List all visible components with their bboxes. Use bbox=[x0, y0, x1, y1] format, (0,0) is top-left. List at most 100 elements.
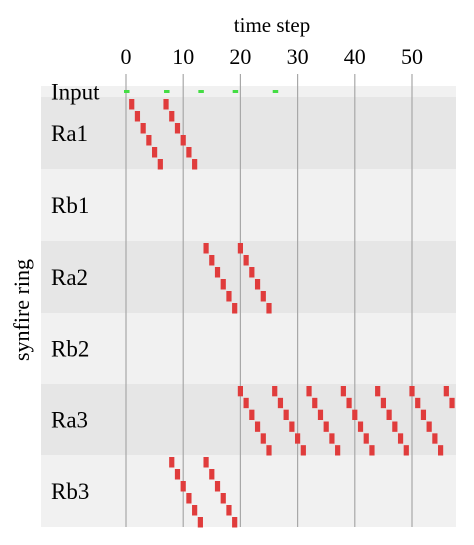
ring-spike-ra1 bbox=[157, 159, 163, 170]
ring-spike-ra3 bbox=[272, 386, 278, 397]
ring-spike-ra3 bbox=[415, 397, 421, 409]
row-band-ra3 bbox=[41, 384, 456, 455]
ring-spike-ra3 bbox=[380, 397, 386, 409]
ring-spike-ra3 bbox=[243, 397, 249, 409]
ring-spike-ra2 bbox=[237, 243, 243, 254]
row-label-ra1: Ra1 bbox=[51, 121, 88, 146]
ring-spike-ra3 bbox=[426, 421, 432, 432]
ring-spike-rb3 bbox=[186, 493, 192, 504]
ring-spike-ra3 bbox=[403, 445, 409, 456]
ring-spike-ra1 bbox=[180, 135, 186, 146]
x-tick-label-0: 0 bbox=[121, 44, 132, 69]
ring-spike-ra3 bbox=[449, 397, 455, 409]
ring-spike-ra2 bbox=[266, 303, 272, 314]
ring-spike-rb3 bbox=[180, 481, 186, 492]
ring-spike-ra2 bbox=[203, 243, 209, 254]
ring-spike-ra3 bbox=[283, 409, 289, 420]
ring-spike-rb3 bbox=[214, 481, 221, 492]
ring-spike-ra2 bbox=[214, 267, 221, 278]
ring-spike-ra1 bbox=[134, 111, 141, 122]
ring-spike-ra3 bbox=[375, 386, 381, 397]
row-label-input: Input bbox=[51, 80, 100, 105]
input-spike bbox=[198, 90, 204, 93]
ring-spike-ra3 bbox=[237, 386, 243, 397]
ring-spike-ra3 bbox=[317, 409, 324, 420]
ring-spike-ra3 bbox=[386, 409, 392, 420]
ring-spike-ra3 bbox=[392, 421, 398, 432]
ring-spike-rb3 bbox=[209, 469, 215, 480]
ring-spike-ra1 bbox=[140, 123, 146, 134]
ring-spike-rb3 bbox=[226, 505, 232, 516]
row-band-rb3 bbox=[41, 455, 456, 527]
ring-spike-ra3 bbox=[335, 445, 341, 456]
ring-spike-ra3 bbox=[300, 445, 306, 456]
ring-spike-ra2 bbox=[254, 279, 261, 290]
ring-spike-ra3 bbox=[312, 397, 318, 409]
ring-spike-ra3 bbox=[369, 445, 375, 456]
row-label-rb2: Rb2 bbox=[51, 337, 89, 362]
ring-spike-ra2 bbox=[243, 255, 249, 266]
ring-spike-ra2 bbox=[232, 303, 238, 314]
ring-spike-ra1 bbox=[163, 99, 169, 110]
ring-spike-rb3 bbox=[169, 457, 175, 468]
ring-spike-ra3 bbox=[249, 409, 255, 420]
ring-spike-ra3 bbox=[289, 421, 295, 432]
ring-spike-ra3 bbox=[409, 386, 415, 397]
ring-spike-rb3 bbox=[232, 517, 238, 528]
ring-spike-ra1 bbox=[152, 147, 158, 158]
ring-spike-rb3 bbox=[203, 457, 209, 468]
ring-spike-rb3 bbox=[174, 469, 181, 480]
ring-spike-ra3 bbox=[340, 386, 346, 397]
ring-spike-ra1 bbox=[192, 159, 198, 170]
ring-spike-rb3 bbox=[220, 493, 226, 504]
x-tick-label-50: 50 bbox=[401, 44, 423, 69]
ring-spike-ra3 bbox=[295, 433, 301, 444]
ring-spike-ra3 bbox=[346, 397, 352, 409]
ring-spike-ra3 bbox=[266, 445, 272, 456]
row-bands bbox=[41, 86, 456, 527]
ring-spike-ra1 bbox=[129, 99, 135, 110]
ring-spike-ra1 bbox=[146, 135, 152, 146]
ring-spike-ra3 bbox=[438, 445, 444, 456]
ring-spike-ra2 bbox=[249, 267, 255, 278]
row-label-rb3: Rb3 bbox=[51, 479, 89, 504]
input-spike bbox=[232, 90, 239, 93]
ring-spike-ra2 bbox=[260, 291, 266, 302]
ring-spike-ra3 bbox=[254, 421, 261, 432]
x-axis-title: time step bbox=[234, 13, 310, 37]
row-band-ra1 bbox=[41, 97, 456, 169]
row-band-rb2 bbox=[41, 313, 456, 384]
row-band-rb1 bbox=[41, 169, 456, 241]
x-tick-label-20: 20 bbox=[229, 44, 251, 69]
ring-spike-ra3 bbox=[432, 433, 438, 444]
x-tick-labels: 0 10 20 30 40 50 bbox=[121, 44, 424, 69]
ring-spike-rb3 bbox=[192, 505, 198, 516]
x-tick-label-40: 40 bbox=[344, 44, 366, 69]
y-axis-title: synfire ring bbox=[9, 259, 34, 361]
ring-spike-ra3 bbox=[352, 409, 358, 420]
ring-spike-ra1 bbox=[174, 123, 181, 134]
ring-spike-ra2 bbox=[209, 255, 215, 266]
ring-spike-ra3 bbox=[306, 386, 312, 397]
row-band-ra2 bbox=[41, 241, 456, 313]
row-label-ra3: Ra3 bbox=[51, 408, 88, 433]
ring-spike-ra1 bbox=[186, 147, 192, 158]
x-tick-label-10: 10 bbox=[172, 44, 194, 69]
row-band-input bbox=[41, 86, 456, 97]
ring-spike-ra3 bbox=[323, 421, 329, 432]
ring-spike-rb3 bbox=[197, 517, 203, 528]
ring-spike-ra3 bbox=[260, 433, 266, 444]
x-tick-label-30: 30 bbox=[287, 44, 309, 69]
row-label-rb1: Rb1 bbox=[51, 193, 89, 218]
ring-spike-ra3 bbox=[329, 433, 335, 444]
input-spike bbox=[164, 90, 170, 93]
ring-spike-ra2 bbox=[220, 279, 226, 290]
ring-spike-ra3 bbox=[443, 386, 449, 397]
ring-spike-ra3 bbox=[277, 397, 284, 409]
grid-lines bbox=[125, 74, 413, 527]
ring-spike-ra1 bbox=[169, 111, 175, 122]
ring-spike-ra3 bbox=[420, 409, 427, 420]
ring-spike-ra3 bbox=[363, 433, 369, 444]
ring-spike-ra2 bbox=[226, 291, 232, 302]
